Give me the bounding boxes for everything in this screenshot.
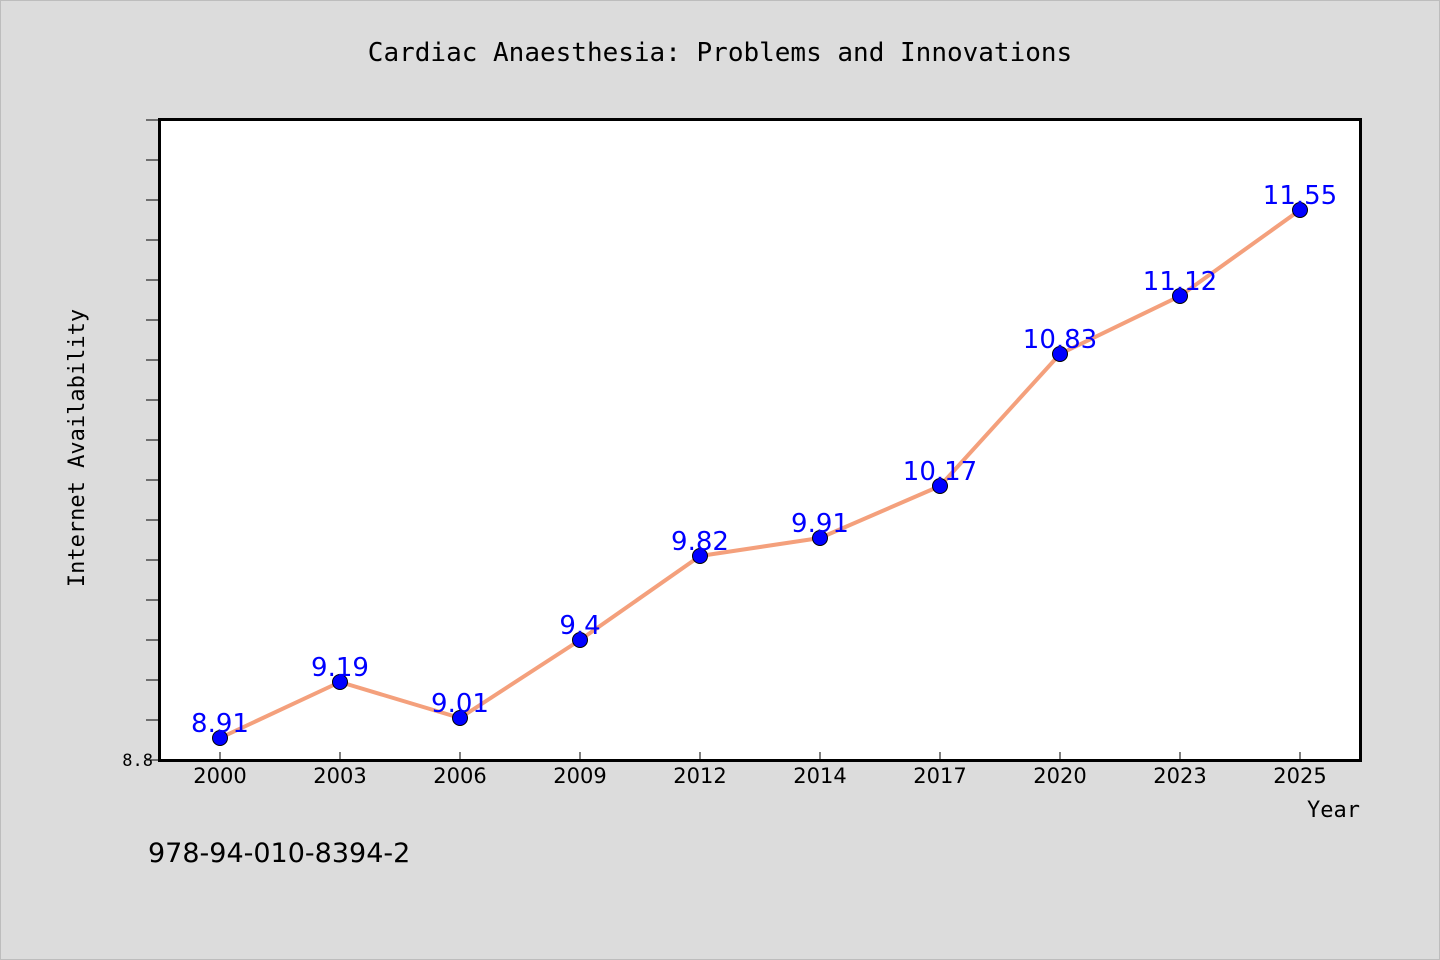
x-tick-label: 2020 [1033, 764, 1086, 788]
data-point [1052, 346, 1068, 362]
data-point [932, 478, 948, 494]
x-tick-label: 2017 [913, 764, 966, 788]
data-point [692, 548, 708, 564]
x-tick-label: 2023 [1153, 764, 1206, 788]
data-point [1292, 202, 1308, 218]
data-label: 11.12 [1143, 267, 1217, 297]
x-tick-label: 2000 [193, 764, 246, 788]
y-axis-ticks [146, 119, 160, 761]
data-point [1172, 288, 1188, 304]
data-label: 9.01 [431, 689, 489, 719]
y-axis-label: Internet Availability [65, 309, 90, 587]
x-tick-label: 2009 [553, 764, 606, 788]
y-tick-label-0: 8.8 [122, 751, 153, 771]
data-label: 10.17 [903, 457, 977, 487]
data-label: 9.91 [791, 509, 849, 539]
data-point [812, 530, 828, 546]
x-tick-label: 2006 [433, 764, 486, 788]
x-tick-label: 2003 [313, 764, 366, 788]
data-markers [212, 202, 1308, 746]
data-label: 11.55 [1263, 181, 1337, 211]
data-label: 9.82 [671, 527, 729, 557]
x-tick-label: 2012 [673, 764, 726, 788]
data-label: 9.4 [559, 611, 600, 641]
data-label: 8.91 [191, 709, 249, 739]
data-point [212, 730, 228, 746]
x-tick-labels: 2000 2003 2006 2009 2012 2014 2017 2020 2023 2025 [193, 764, 1326, 788]
data-labels: 8.91 9.19 9.01 9.4 9.82 9.91 10.17 10.83 11.12 11… [191, 181, 1337, 739]
data-point [332, 674, 348, 690]
data-point [572, 632, 588, 648]
series-line-group [218, 208, 1302, 740]
data-label: 10.83 [1023, 325, 1097, 355]
x-axis-ticks [219, 752, 1301, 760]
data-point [452, 710, 468, 726]
x-tick-label: 2014 [793, 764, 846, 788]
x-axis-label: Year [1307, 798, 1360, 823]
data-label: 9.19 [311, 653, 369, 683]
isbn-text: 978-94-010-8394-2 [148, 838, 410, 869]
chart-title: Cardiac Anaesthesia: Problems and Innova… [368, 38, 1072, 68]
x-tick-label: 2025 [1273, 764, 1326, 788]
series-line [218, 208, 1302, 740]
plot-area [158, 118, 1362, 762]
